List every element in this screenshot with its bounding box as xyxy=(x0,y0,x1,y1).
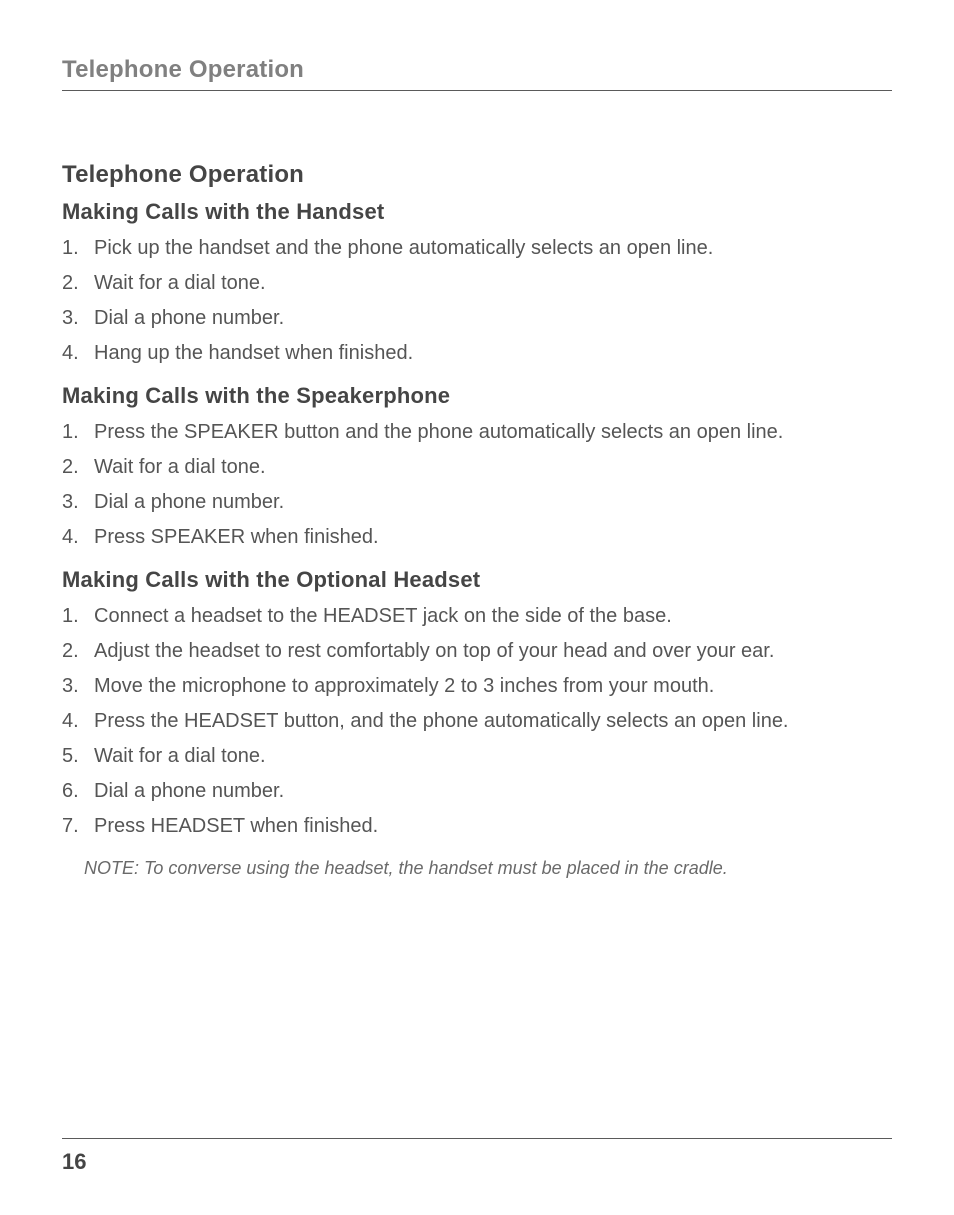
list-item: 3.Dial a phone number. xyxy=(62,485,892,520)
speakerphone-steps: 1.Press the SPEAKER button and the phone… xyxy=(62,415,892,555)
step-text: Connect a headset to the HEADSET jack on… xyxy=(94,603,672,629)
running-header: Telephone Operation xyxy=(62,56,892,91)
step-text: Adjust the headset to rest comfortably o… xyxy=(94,638,774,664)
list-item: 4.Press the HEADSET button, and the phon… xyxy=(62,704,892,739)
step-text: Hang up the handset when finished. xyxy=(94,340,413,366)
list-item: 1.Press the SPEAKER button and the phone… xyxy=(62,415,892,450)
list-item: 3.Move the microphone to approximately 2… xyxy=(62,669,892,704)
section-title: Telephone Operation xyxy=(62,161,892,189)
page-footer: 16 xyxy=(62,1138,892,1175)
step-text: Wait for a dial tone. xyxy=(94,454,266,480)
page-number: 16 xyxy=(62,1149,86,1174)
list-item: 4.Hang up the handset when finished. xyxy=(62,336,892,371)
step-text: Wait for a dial tone. xyxy=(94,270,266,296)
step-text: Press SPEAKER when finished. xyxy=(94,524,379,550)
step-text: Press the HEADSET button, and the phone … xyxy=(94,708,789,734)
list-item: 7.Press HEADSET when finished. xyxy=(62,809,892,844)
step-text: Dial a phone number. xyxy=(94,489,284,515)
step-text: Press the SPEAKER button and the phone a… xyxy=(94,419,783,445)
note-text: NOTE: To converse using the headset, the… xyxy=(84,858,892,879)
headset-heading: Making Calls with the Optional Headset xyxy=(62,567,892,593)
list-item: 6.Dial a phone number. xyxy=(62,774,892,809)
step-text: Move the microphone to approximately 2 t… xyxy=(94,673,714,699)
speakerphone-heading: Making Calls with the Speakerphone xyxy=(62,383,892,409)
list-item: 2.Wait for a dial tone. xyxy=(62,266,892,301)
list-item: 2.Adjust the headset to rest comfortably… xyxy=(62,634,892,669)
list-item: 1.Pick up the handset and the phone auto… xyxy=(62,231,892,266)
step-text: Wait for a dial tone. xyxy=(94,743,266,769)
step-text: Dial a phone number. xyxy=(94,305,284,331)
handset-steps: 1.Pick up the handset and the phone auto… xyxy=(62,231,892,371)
list-item: 1.Connect a headset to the HEADSET jack … xyxy=(62,599,892,634)
step-text: Press HEADSET when finished. xyxy=(94,813,378,839)
step-text: Pick up the handset and the phone automa… xyxy=(94,235,713,261)
list-item: 4.Press SPEAKER when finished. xyxy=(62,520,892,555)
headset-steps: 1.Connect a headset to the HEADSET jack … xyxy=(62,599,892,844)
list-item: 3.Dial a phone number. xyxy=(62,301,892,336)
list-item: 5.Wait for a dial tone. xyxy=(62,739,892,774)
step-text: Dial a phone number. xyxy=(94,778,284,804)
handset-heading: Making Calls with the Handset xyxy=(62,199,892,225)
list-item: 2.Wait for a dial tone. xyxy=(62,450,892,485)
